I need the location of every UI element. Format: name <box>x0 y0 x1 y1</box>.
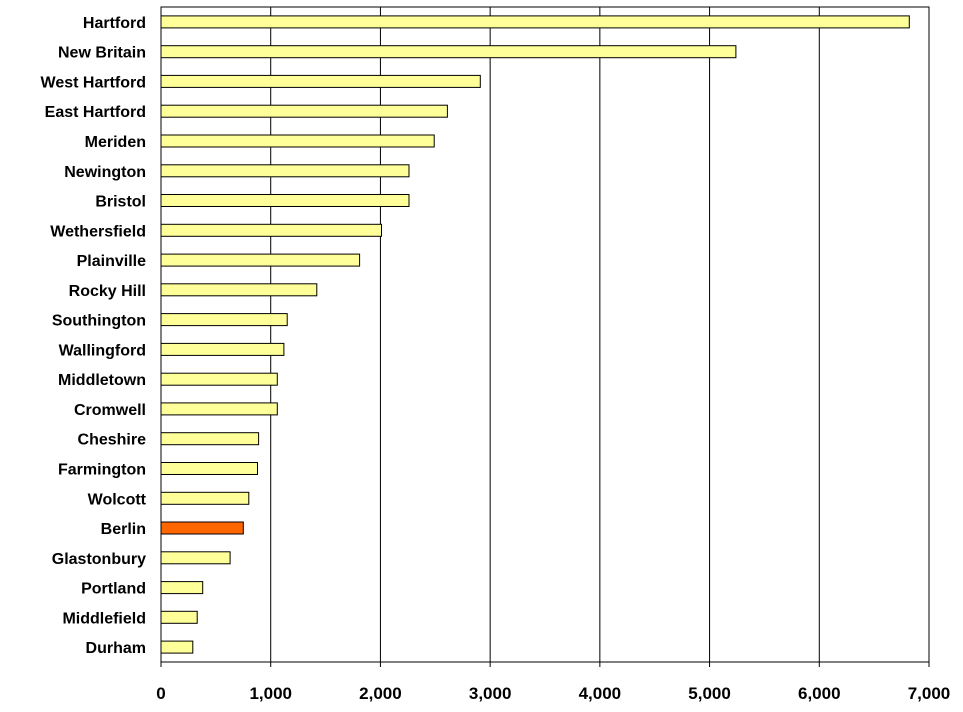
category-label: Newington <box>64 164 146 181</box>
bar <box>160 342 285 356</box>
x-tick-label: 7,000 <box>908 684 951 703</box>
bar <box>160 551 231 565</box>
bar <box>160 283 318 297</box>
category-label: Farmington <box>58 462 146 479</box>
bar <box>160 491 250 505</box>
bar <box>160 610 198 624</box>
category-label: Rocky Hill <box>69 283 146 300</box>
bar <box>160 581 204 595</box>
bar <box>160 164 410 178</box>
category-label: Cheshire <box>78 432 147 449</box>
bar <box>160 194 410 207</box>
x-tick-label: 2,000 <box>359 684 402 703</box>
bar <box>160 313 288 327</box>
category-label: East Hartford <box>45 104 146 121</box>
category-label: Wethersfield <box>50 223 146 240</box>
plot-border <box>160 6 930 663</box>
category-label: Wallingford <box>59 342 146 359</box>
category-label: Hartford <box>83 15 146 32</box>
category-label: Berlin <box>101 521 146 538</box>
bar <box>160 45 737 59</box>
category-label: Middletown <box>58 372 146 389</box>
category-label: Middlefield <box>62 610 146 627</box>
category-label: Plainville <box>77 253 146 270</box>
category-label: Portland <box>81 581 146 598</box>
category-label: Wolcott <box>88 491 147 508</box>
bar <box>160 15 910 29</box>
x-tick-label: 1,000 <box>249 684 292 703</box>
bar <box>160 134 435 148</box>
bar <box>160 432 260 446</box>
x-tick-label: 0 <box>156 684 165 703</box>
bar <box>160 402 278 416</box>
bar <box>160 223 382 237</box>
bar <box>160 462 258 475</box>
bar <box>160 253 361 267</box>
category-label: Glastonbury <box>52 551 146 568</box>
bar <box>160 104 448 118</box>
category-label: Cromwell <box>74 402 146 419</box>
bar <box>160 372 278 386</box>
bar-highlight <box>160 521 244 535</box>
category-label: Bristol <box>95 194 146 211</box>
bar <box>160 74 481 88</box>
category-label: Meriden <box>85 134 146 151</box>
x-tick-label: 3,000 <box>469 684 512 703</box>
category-label: Durham <box>86 640 146 657</box>
bar <box>160 640 194 654</box>
category-label: West Hartford <box>41 74 147 91</box>
x-tick-label: 4,000 <box>579 684 622 703</box>
category-label: New Britain <box>58 45 146 62</box>
category-label: Southington <box>52 313 146 330</box>
x-tick-label: 5,000 <box>688 684 731 703</box>
x-tick-label: 6,000 <box>798 684 841 703</box>
